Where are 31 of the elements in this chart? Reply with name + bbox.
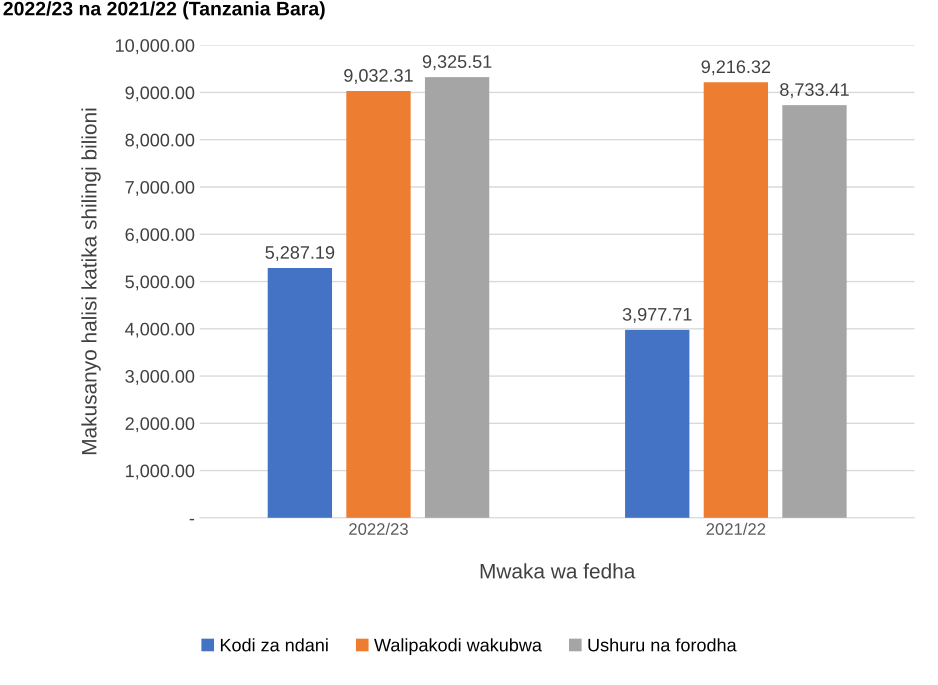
chart-title: 2022/23 na 2021/22 (Tanzania Bara) bbox=[3, 1, 325, 20]
x-axis-title: Mwaka wa fedha bbox=[480, 563, 636, 579]
data-label: 5,287.19 bbox=[265, 246, 334, 261]
y-tick-label: 3,000.00 bbox=[125, 370, 194, 385]
y-tick-label: 2,000.00 bbox=[126, 417, 194, 432]
data-label: 9,032.31 bbox=[344, 69, 413, 84]
y-tick-label: 1,000.00 bbox=[126, 464, 194, 480]
y-tick-label: 6,000.00 bbox=[126, 228, 194, 244]
data-label: 9,216.32 bbox=[702, 60, 770, 76]
legend-label: Ushuru na forodha bbox=[588, 638, 737, 652]
data-label: 3,977.71 bbox=[622, 308, 692, 323]
y-tick-label: 5,000.00 bbox=[125, 275, 194, 290]
y-tick-label: - bbox=[190, 518, 194, 520]
x-tick-label: 2022/23 bbox=[349, 522, 408, 535]
data-label: 9,325.51 bbox=[422, 55, 492, 70]
data-label: 8,733.41 bbox=[780, 83, 849, 98]
legend-label: Walipakodi wakubwa bbox=[374, 638, 542, 656]
bar bbox=[625, 330, 690, 518]
bar bbox=[782, 105, 847, 518]
y-tick-label: 10,000.00 bbox=[116, 39, 194, 54]
bar bbox=[346, 90, 411, 518]
bar bbox=[424, 77, 490, 518]
legend-label: Kodi za ndani bbox=[220, 638, 328, 652]
y-tick-label: 9,000.00 bbox=[126, 86, 194, 102]
bar bbox=[704, 82, 768, 518]
y-tick-label: 8,000.00 bbox=[125, 134, 194, 149]
x-tick-label: 2021/22 bbox=[706, 522, 766, 535]
y-tick-label: 7,000.00 bbox=[126, 180, 194, 196]
y-axis-title: Makusanyo halisi katika shilingi bilioni bbox=[81, 108, 101, 454]
bar bbox=[268, 268, 332, 518]
y-tick-label: 4,000.00 bbox=[125, 322, 194, 338]
